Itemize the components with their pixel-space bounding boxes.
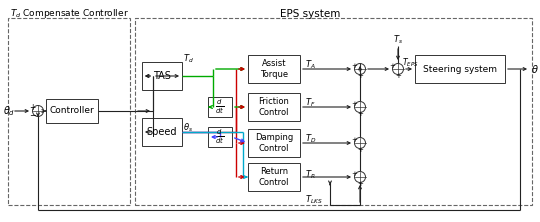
Text: +: + — [357, 73, 363, 79]
Text: $T_d$ Compensate Controller: $T_d$ Compensate Controller — [10, 8, 129, 20]
Text: $T_s$: $T_s$ — [393, 34, 403, 46]
Text: +: + — [351, 101, 357, 107]
Text: TAS: TAS — [153, 71, 171, 81]
Text: $\theta_d$: $\theta_d$ — [3, 104, 15, 118]
Text: $T_D$: $T_D$ — [305, 133, 316, 145]
Text: Damping
Control: Damping Control — [255, 133, 293, 153]
Bar — [46, 99, 98, 123]
Bar — [208, 127, 232, 147]
Text: Controller: Controller — [50, 107, 94, 115]
Text: +: + — [357, 181, 363, 187]
Bar — [142, 62, 182, 90]
Text: $T_R$: $T_R$ — [305, 169, 316, 181]
Text: Assist
Torque: Assist Torque — [260, 59, 288, 79]
Text: +: + — [351, 171, 357, 177]
Text: Friction
Control: Friction Control — [259, 97, 289, 117]
Bar — [248, 129, 300, 157]
Text: +: + — [395, 73, 401, 79]
Text: $\frac{d}{dt}$: $\frac{d}{dt}$ — [215, 98, 225, 116]
Bar — [248, 55, 300, 83]
Text: $\frac{d}{dt}$: $\frac{d}{dt}$ — [215, 128, 225, 146]
Text: $T_F$: $T_F$ — [305, 97, 315, 109]
Text: $\theta$: $\theta$ — [531, 63, 539, 75]
Text: Return
Control: Return Control — [259, 167, 289, 187]
Text: Speed: Speed — [147, 127, 177, 137]
Text: +: + — [389, 63, 395, 69]
Bar — [135, 18, 532, 205]
Text: +: + — [357, 147, 363, 153]
Text: $\theta_s$: $\theta_s$ — [183, 122, 193, 134]
Text: $T_{LKS}$: $T_{LKS}$ — [305, 194, 323, 206]
Text: $T_{EPS}$: $T_{EPS}$ — [402, 57, 418, 69]
Text: +: + — [351, 63, 357, 69]
Text: Steering system: Steering system — [423, 65, 497, 73]
Bar — [8, 18, 130, 205]
Text: $T_A$: $T_A$ — [305, 59, 316, 71]
Bar — [415, 55, 505, 83]
Bar — [248, 93, 300, 121]
Text: −: − — [29, 111, 36, 121]
Text: +: + — [351, 137, 357, 143]
Text: $T_d$: $T_d$ — [183, 53, 194, 65]
Text: +: + — [29, 103, 36, 113]
Text: EPS system: EPS system — [280, 9, 340, 19]
Bar — [142, 118, 182, 146]
Bar — [248, 163, 300, 191]
Text: +: + — [357, 111, 363, 117]
Bar — [208, 97, 232, 117]
